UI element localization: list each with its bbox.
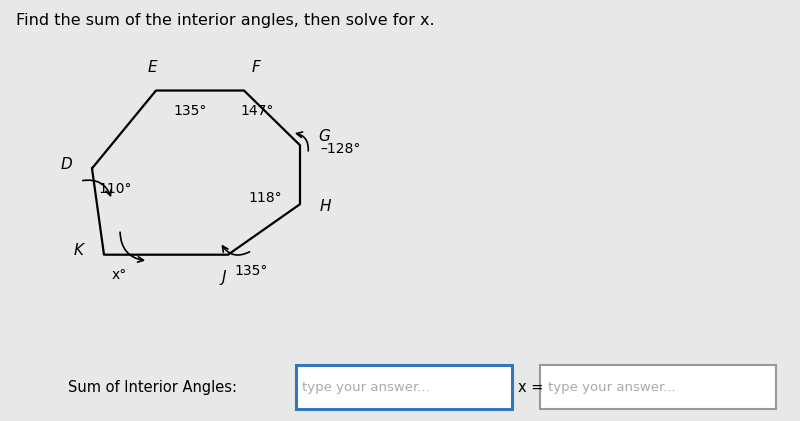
Text: 135°: 135° — [174, 104, 207, 118]
Text: H: H — [320, 199, 331, 214]
FancyBboxPatch shape — [296, 365, 512, 409]
Text: E: E — [147, 60, 157, 75]
Text: K: K — [74, 243, 83, 258]
Text: type your answer...: type your answer... — [302, 381, 430, 394]
Text: x°: x° — [112, 268, 127, 282]
Text: D: D — [61, 157, 72, 172]
Text: Find the sum of the interior angles, then solve for x.: Find the sum of the interior angles, the… — [16, 13, 434, 28]
Text: Sum of Interior Angles:: Sum of Interior Angles: — [68, 380, 237, 395]
Text: 110°: 110° — [98, 181, 132, 196]
Text: 118°: 118° — [248, 191, 282, 205]
Text: 147°: 147° — [240, 104, 274, 118]
Text: 135°: 135° — [234, 264, 268, 278]
Text: –128°: –128° — [320, 142, 360, 157]
Text: F: F — [252, 60, 260, 75]
FancyBboxPatch shape — [540, 365, 776, 409]
Text: G: G — [318, 129, 330, 144]
Text: J: J — [222, 270, 226, 285]
Text: x =: x = — [518, 380, 544, 395]
Text: type your answer...: type your answer... — [548, 381, 676, 394]
